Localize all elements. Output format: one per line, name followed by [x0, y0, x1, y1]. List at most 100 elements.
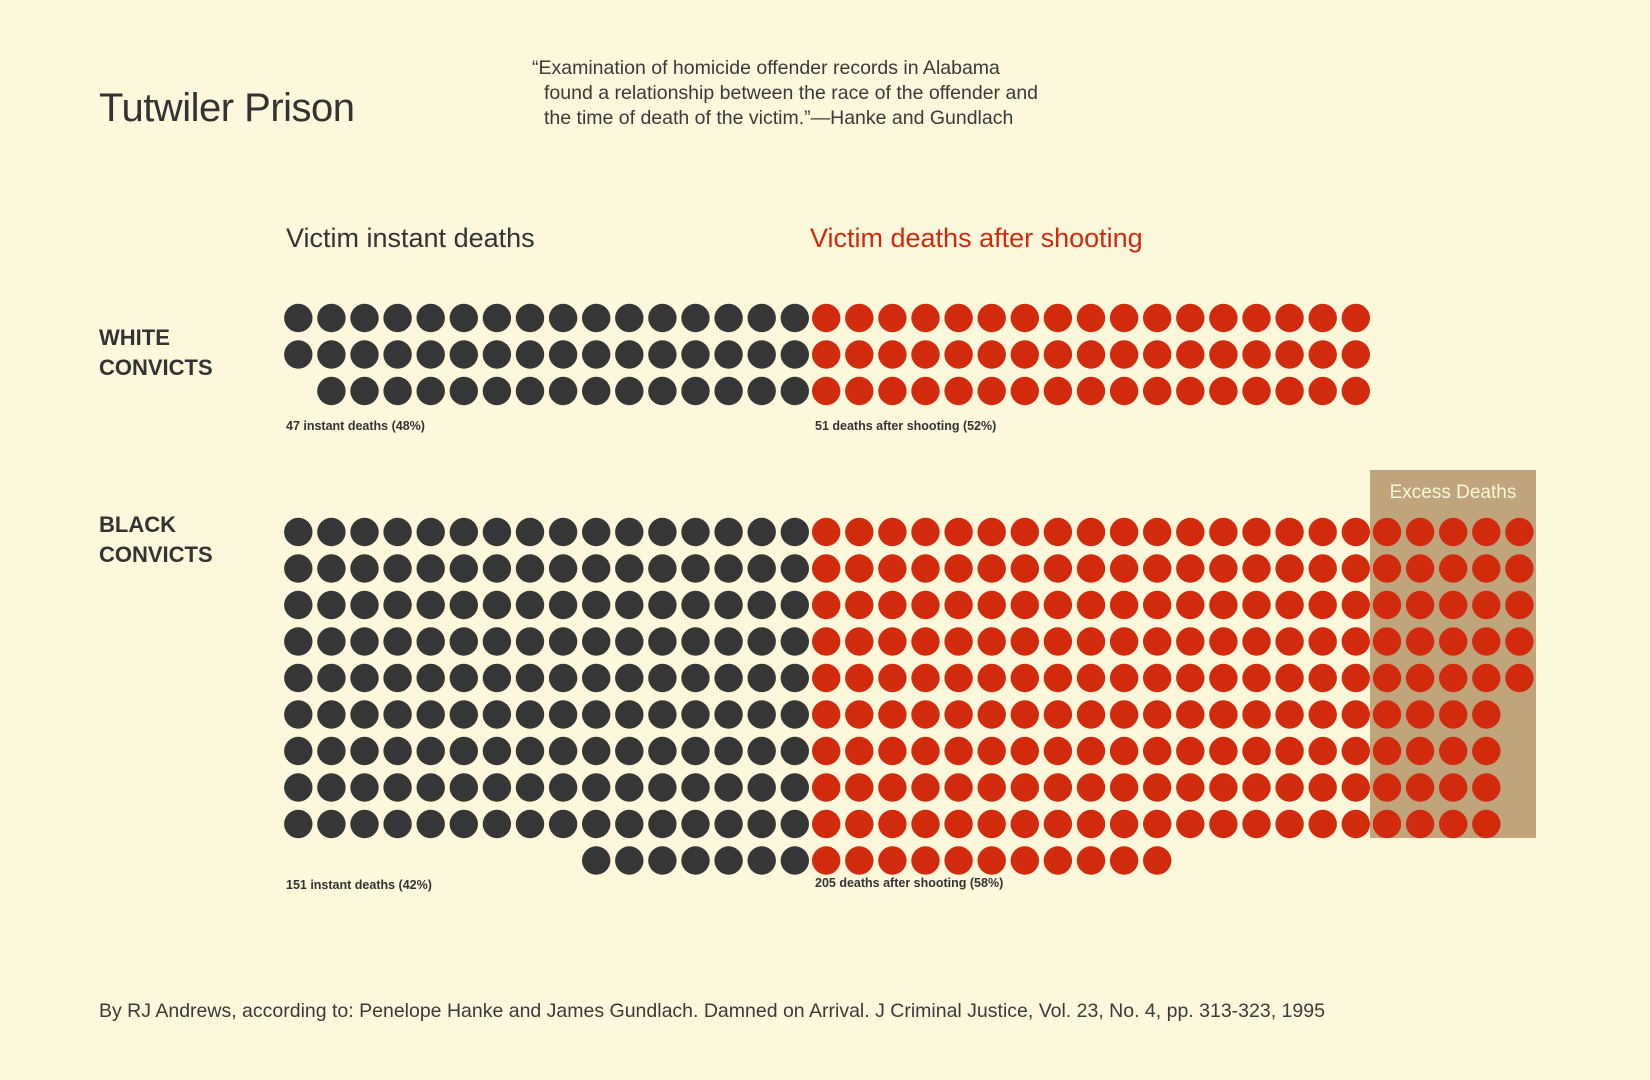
instant-death-dot	[548, 376, 578, 406]
excess-death-dot	[1505, 627, 1534, 656]
instant-death-dot	[747, 736, 776, 766]
instant-death-dot	[482, 663, 512, 693]
instant-death-dot	[515, 663, 545, 693]
instant-death-dot	[615, 590, 644, 620]
quote-line-3: the time of death of the victim.”—Hanke …	[544, 107, 1014, 129]
instant-death-dot	[714, 554, 743, 583]
instant-death-dot	[747, 663, 776, 693]
instant-death-dot	[582, 627, 611, 656]
after-shooting-dot	[1308, 809, 1337, 839]
after-shooting-dot	[1010, 517, 1039, 547]
instant-death-dot	[449, 627, 478, 656]
instant-death-dot	[615, 303, 644, 333]
instant-death-dot	[482, 554, 512, 583]
excess-death-dot	[1439, 736, 1468, 766]
after-shooting-dot	[1176, 627, 1205, 656]
instant-death-dot	[681, 809, 710, 839]
after-shooting-dot	[812, 663, 841, 693]
instant-death-dot	[317, 340, 346, 369]
instant-death-dot	[681, 340, 710, 369]
after-shooting-dot	[977, 590, 1006, 620]
after-shooting-dot	[878, 773, 907, 802]
after-shooting-dot	[845, 627, 874, 656]
instant-death-dot	[515, 590, 545, 620]
excess-death-dot	[1372, 700, 1402, 729]
column-title-after: Victim deaths after shooting	[810, 223, 1143, 253]
after-shooting-dot	[845, 773, 874, 802]
instant-death-dot	[350, 517, 379, 547]
after-shooting-dot	[1275, 554, 1304, 583]
instant-death-dot	[449, 736, 478, 766]
after-shooting-dot	[812, 303, 841, 333]
after-shooting-dot	[1143, 627, 1172, 656]
after-shooting-dot	[944, 663, 973, 693]
after-shooting-dot	[1242, 809, 1271, 839]
instant-death-dot	[780, 517, 809, 547]
after-shooting-dot	[1209, 554, 1238, 583]
instant-death-dot	[681, 303, 710, 333]
excess-death-dot	[1405, 517, 1435, 547]
after-shooting-dot	[878, 627, 907, 656]
instant-death-dot	[515, 517, 545, 547]
instant-death-dot	[615, 700, 644, 729]
instant-death-dot	[482, 340, 512, 369]
after-shooting-dot	[1341, 773, 1371, 802]
black-instant-count: 151 instant deaths (42%)	[286, 878, 432, 892]
after-shooting-dot	[1076, 590, 1106, 620]
instant-death-dot	[317, 303, 346, 333]
excess-death-dot	[1505, 517, 1534, 547]
instant-death-dot	[582, 663, 611, 693]
instant-death-dot	[350, 554, 379, 583]
instant-death-dot	[747, 627, 776, 656]
excess-death-dot	[1505, 663, 1534, 693]
after-shooting-dot	[812, 700, 841, 729]
after-shooting-dot	[1176, 590, 1205, 620]
instant-death-dot	[714, 376, 743, 406]
instant-death-dot	[747, 700, 776, 729]
after-shooting-dot	[845, 846, 874, 875]
instant-death-dot	[284, 627, 313, 656]
after-shooting-dot	[944, 809, 973, 839]
after-shooting-dot	[1242, 627, 1271, 656]
instant-death-dot	[482, 376, 512, 406]
excess-death-dot	[1439, 663, 1468, 693]
instant-death-dot	[747, 773, 776, 802]
instant-death-dot	[449, 663, 478, 693]
after-shooting-dot	[812, 773, 841, 802]
after-shooting-dot	[1341, 736, 1371, 766]
excess-death-dot	[1405, 736, 1435, 766]
after-shooting-dot	[1308, 590, 1337, 620]
excess-death-dot	[1439, 773, 1468, 802]
after-shooting-dot	[977, 736, 1006, 766]
instant-death-dot	[317, 554, 346, 583]
after-shooting-dot	[845, 554, 874, 583]
after-shooting-dot	[878, 736, 907, 766]
instant-death-dot	[615, 809, 644, 839]
excess-death-dot	[1472, 773, 1501, 802]
excess-death-dot	[1472, 554, 1501, 583]
excess-death-dot	[1472, 517, 1501, 547]
instant-death-dot	[648, 663, 677, 693]
after-shooting-dot	[1176, 773, 1205, 802]
instant-death-dot	[284, 303, 313, 333]
instant-death-dot	[780, 809, 809, 839]
after-shooting-dot	[1242, 303, 1271, 333]
after-shooting-dot	[1010, 376, 1039, 406]
after-shooting-dot	[1341, 340, 1371, 369]
excess-death-dot	[1372, 554, 1402, 583]
instant-death-dot	[780, 846, 809, 875]
after-shooting-dot	[1308, 663, 1337, 693]
after-shooting-dot	[911, 376, 940, 406]
instant-death-dot	[648, 627, 677, 656]
after-shooting-dot	[911, 773, 940, 802]
after-shooting-dot	[1043, 590, 1073, 620]
instant-death-dot	[350, 340, 379, 369]
instant-death-dot	[416, 736, 445, 766]
instant-death-dot	[482, 590, 512, 620]
instant-death-dot	[416, 376, 445, 406]
after-shooting-dot	[911, 627, 940, 656]
black-after-count: 205 deaths after shooting (58%)	[815, 876, 1004, 890]
after-shooting-dot	[1341, 517, 1371, 547]
after-shooting-dot	[1043, 517, 1073, 547]
after-shooting-dot	[1308, 700, 1337, 729]
